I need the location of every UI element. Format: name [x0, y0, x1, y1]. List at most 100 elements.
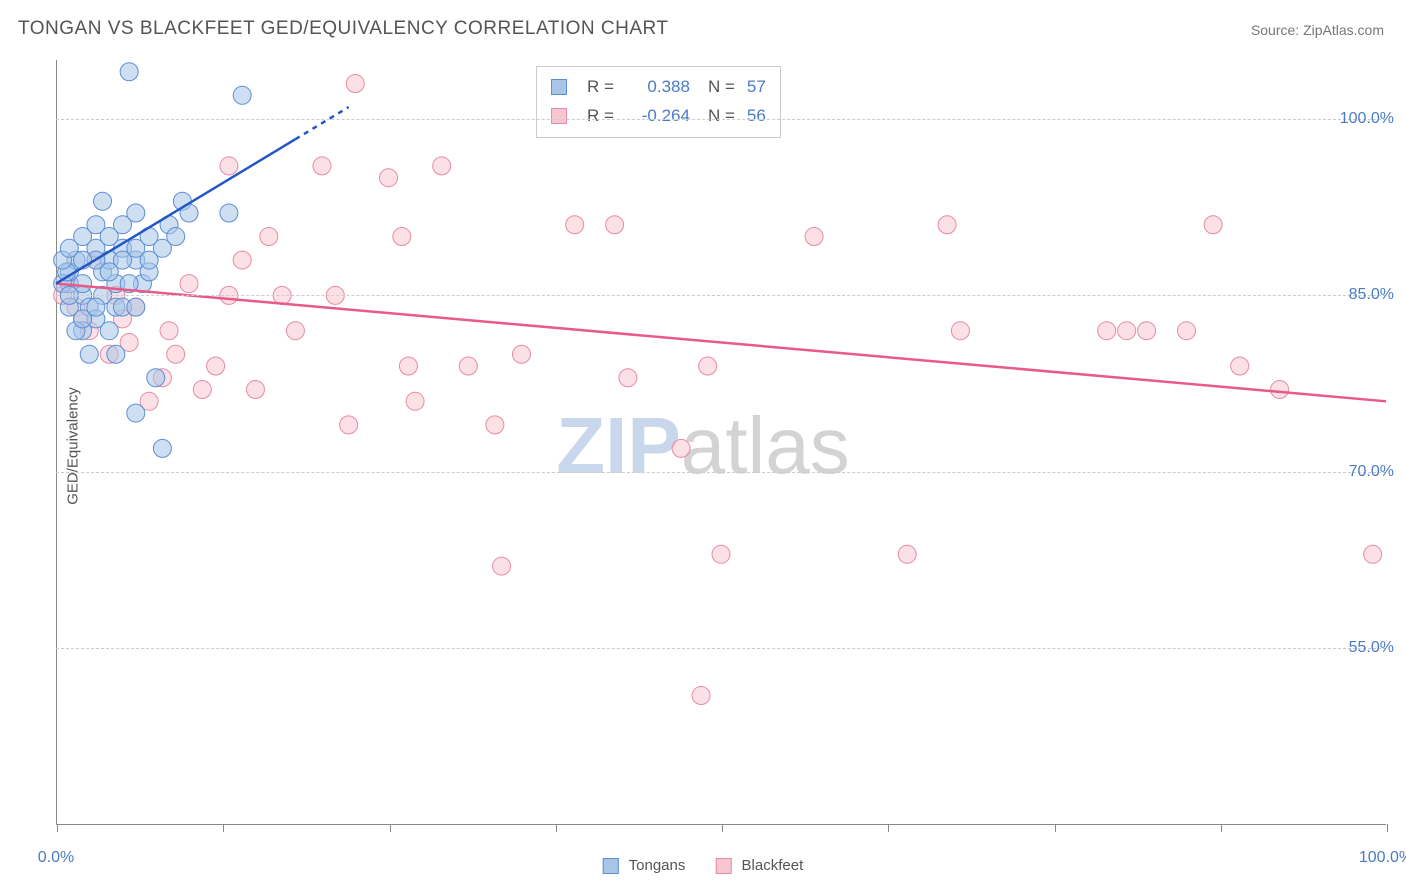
xtick: [57, 824, 58, 832]
data-point: [1118, 322, 1136, 340]
data-point: [193, 381, 211, 399]
data-point: [938, 216, 956, 234]
ytick-label: 55.0%: [1349, 639, 1394, 657]
data-point: [486, 416, 504, 434]
data-point: [80, 345, 98, 363]
data-point: [220, 157, 238, 175]
data-point: [180, 275, 198, 293]
r-label: R =: [587, 73, 614, 102]
legend-label-2: Blackfeet: [742, 857, 804, 874]
xtick: [1055, 824, 1056, 832]
data-point: [566, 216, 584, 234]
trend-line: [295, 107, 348, 139]
legend-item-1: Tongans: [603, 857, 686, 874]
ytick-label: 85.0%: [1349, 286, 1394, 304]
data-point: [233, 251, 251, 269]
legend-item-2: Blackfeet: [715, 857, 803, 874]
source-label: Source: ZipAtlas.com: [1251, 22, 1384, 38]
data-point: [233, 86, 251, 104]
data-point: [120, 63, 138, 81]
xtick: [722, 824, 723, 832]
n-value-2: 56: [747, 102, 766, 131]
data-point: [513, 345, 531, 363]
n-label: N =: [708, 102, 735, 131]
gridline: [56, 119, 1386, 120]
xtick: [556, 824, 557, 832]
data-point: [1178, 322, 1196, 340]
r-value-2: -0.264: [622, 102, 690, 131]
data-point: [606, 216, 624, 234]
data-point: [167, 228, 185, 246]
data-point: [94, 192, 112, 210]
xtick: [223, 824, 224, 832]
data-point: [1364, 545, 1382, 563]
data-point: [160, 322, 178, 340]
xtick: [390, 824, 391, 832]
gridline: [56, 648, 1386, 649]
data-point: [87, 298, 105, 316]
data-point: [247, 381, 265, 399]
trend-line: [56, 139, 295, 283]
swatch-series2: [551, 108, 567, 124]
data-point: [220, 204, 238, 222]
data-point: [260, 228, 278, 246]
gridline: [56, 472, 1386, 473]
n-label: N =: [708, 73, 735, 102]
legend-label-1: Tongans: [629, 857, 686, 874]
data-point: [1098, 322, 1116, 340]
data-point: [399, 357, 417, 375]
data-point: [692, 687, 710, 705]
data-point: [167, 345, 185, 363]
chart-svg: [56, 60, 1386, 825]
r-value-1: 0.388: [622, 73, 690, 102]
data-point: [346, 75, 364, 93]
data-point: [147, 369, 165, 387]
data-point: [951, 322, 969, 340]
legend-row-1: R = 0.388 N = 57: [551, 73, 766, 102]
legend-row-2: R = -0.264 N = 56: [551, 102, 766, 131]
data-point: [459, 357, 477, 375]
data-point: [805, 228, 823, 246]
ytick-label: 100.0%: [1340, 110, 1394, 128]
swatch-icon: [715, 858, 731, 874]
data-point: [1138, 322, 1156, 340]
data-point: [127, 404, 145, 422]
xtick-label: 0.0%: [38, 849, 74, 867]
data-point: [207, 357, 225, 375]
data-point: [140, 251, 158, 269]
chart-title: TONGAN VS BLACKFEET GED/EQUIVALENCY CORR…: [18, 18, 668, 40]
data-point: [127, 204, 145, 222]
n-value-1: 57: [747, 73, 766, 102]
data-point: [107, 345, 125, 363]
r-label: R =: [587, 102, 614, 131]
data-point: [619, 369, 637, 387]
data-point: [898, 545, 916, 563]
gridline: [56, 295, 1386, 296]
data-point: [699, 357, 717, 375]
xtick: [1221, 824, 1222, 832]
swatch-icon: [603, 858, 619, 874]
xtick-label: 100.0%: [1359, 849, 1406, 867]
bottom-legend: Tongans Blackfeet: [603, 857, 804, 874]
data-point: [493, 557, 511, 575]
data-point: [1204, 216, 1222, 234]
data-point: [433, 157, 451, 175]
xtick: [1387, 824, 1388, 832]
data-point: [340, 416, 358, 434]
data-point: [153, 439, 171, 457]
data-point: [406, 392, 424, 410]
data-point: [127, 298, 145, 316]
data-point: [712, 545, 730, 563]
data-point: [672, 439, 690, 457]
data-point: [286, 322, 304, 340]
data-point: [100, 322, 118, 340]
data-point: [1231, 357, 1249, 375]
swatch-series1: [551, 79, 567, 95]
data-point: [313, 157, 331, 175]
ytick-label: 70.0%: [1349, 463, 1394, 481]
data-point: [1271, 381, 1289, 399]
correlation-legend: R = 0.388 N = 57 R = -0.264 N = 56: [536, 66, 781, 138]
data-point: [393, 228, 411, 246]
data-point: [380, 169, 398, 187]
xtick: [888, 824, 889, 832]
